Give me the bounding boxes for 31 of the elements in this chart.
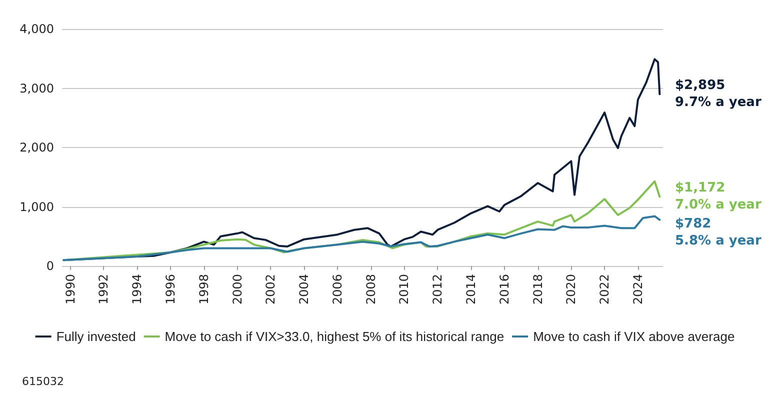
x-tick-label: 2000 xyxy=(230,274,244,305)
x-tick-label: 1998 xyxy=(196,274,211,305)
text: $2,895 9.7% a year xyxy=(675,78,762,110)
x-tick-label: 2004 xyxy=(297,274,312,305)
x-tick-label: 2006 xyxy=(330,274,344,305)
x-tick-label: 2002 xyxy=(264,274,278,305)
legend-label: Move to cash if VIX above average xyxy=(533,329,735,344)
x-tick-label: 2014 xyxy=(464,274,478,305)
legend-label: Move to cash if VIX>33.0, highest 5% of its historical range xyxy=(164,329,504,344)
x-tick-label: 1994 xyxy=(130,274,144,305)
x-tick-label: 1992 xyxy=(96,274,111,305)
y-tick-label: 4,000 xyxy=(20,22,54,36)
text: $1,172 7.0% a year xyxy=(675,180,762,213)
x-tick-label: 2020 xyxy=(564,274,578,305)
text: 615032 xyxy=(22,375,64,388)
y-tick-label: 1,000 xyxy=(20,200,54,214)
legend-label: Fully invested xyxy=(56,329,136,344)
x-tick-label: 2022 xyxy=(598,274,612,305)
x-tick-label: 2016 xyxy=(497,274,512,305)
x-tick-label: 2018 xyxy=(530,274,545,305)
line-series xyxy=(62,215,661,262)
x-tick-label: 2024 xyxy=(630,274,645,305)
x-tick-label: 2012 xyxy=(430,274,445,305)
x-tick-label: 2008 xyxy=(364,274,378,305)
x-tick-label: 1990 xyxy=(63,274,78,305)
y-tick-label: 0 xyxy=(46,259,54,273)
text: $782 5.8% a year xyxy=(675,216,762,249)
x-tick-label: 1996 xyxy=(164,274,178,305)
x-tick-label: 2010 xyxy=(397,274,412,305)
y-tick-label: 2,000 xyxy=(20,140,54,154)
y-tick-label: 3,000 xyxy=(20,81,54,96)
